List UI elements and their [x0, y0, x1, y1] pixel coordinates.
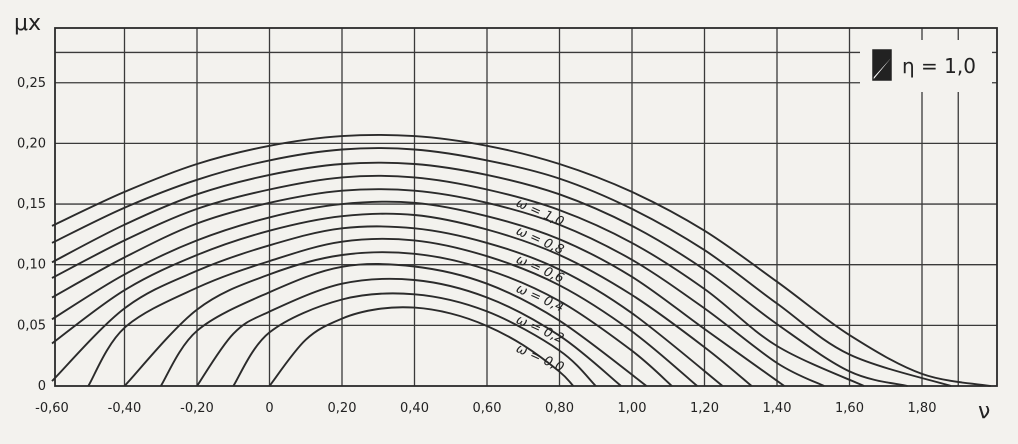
y-axis-label: μx	[14, 11, 41, 36]
x-axis-label: ν	[978, 399, 990, 424]
series-line	[51, 133, 992, 387]
series-label: ω = 0,4	[514, 281, 566, 315]
x-tick-label: -0,40	[108, 401, 142, 416]
series-line	[87, 237, 698, 387]
series-line	[232, 292, 597, 387]
plot-frame	[54, 27, 998, 387]
x-tick-label: 0,60	[473, 401, 502, 416]
y-tick-label: 0,20	[17, 136, 46, 151]
series-line	[51, 188, 825, 387]
x-tick-label: 1,40	[763, 401, 792, 416]
series-line	[268, 306, 575, 387]
y-tick-label: 0,05	[17, 318, 46, 333]
y-tick-label: 0,10	[17, 258, 46, 273]
series-line	[123, 251, 673, 387]
series-label: ω = 0,0	[514, 341, 566, 375]
y-tick-label: 0	[38, 379, 46, 394]
legend-symbol-icon	[872, 49, 892, 81]
x-tick-label: 1,00	[618, 401, 647, 416]
y-tick-labels: 0 0,05 0,10 0,15 0,20 0,25	[17, 76, 46, 394]
series-line	[51, 147, 952, 387]
legend: η = 1,0	[860, 40, 992, 92]
series-line	[51, 174, 865, 387]
curves: ω = 0,0ω = 0,2ω = 0,4ω = 0,6ω = 0,8ω = 1…	[51, 133, 992, 387]
series-line	[196, 277, 622, 387]
series-line	[159, 263, 648, 387]
x-tick-label: 0,80	[545, 401, 574, 416]
x-tick-label: -0,60	[35, 401, 69, 416]
x-tick-label: 1,60	[835, 401, 864, 416]
y-tick-label: 0,15	[17, 197, 46, 212]
series-line	[51, 225, 724, 387]
x-tick-labels: -0,60 -0,40 -0,20 0 0,20 0,40 0,60 0,80 1,00 1,20…	[35, 401, 936, 416]
x-tick-label: 0,20	[328, 401, 357, 416]
series-line	[51, 161, 908, 387]
x-tick-label: 0	[265, 401, 273, 416]
x-tick-label: 0,40	[400, 401, 429, 416]
series-line	[51, 212, 753, 387]
x-tick-label: -0,20	[180, 401, 214, 416]
legend-label: η = 1,0	[902, 54, 976, 78]
y-tick-label: 0,25	[17, 76, 46, 91]
x-tick-label: 1,80	[908, 401, 937, 416]
series-line	[51, 200, 785, 387]
x-tick-label: 1,20	[690, 401, 719, 416]
